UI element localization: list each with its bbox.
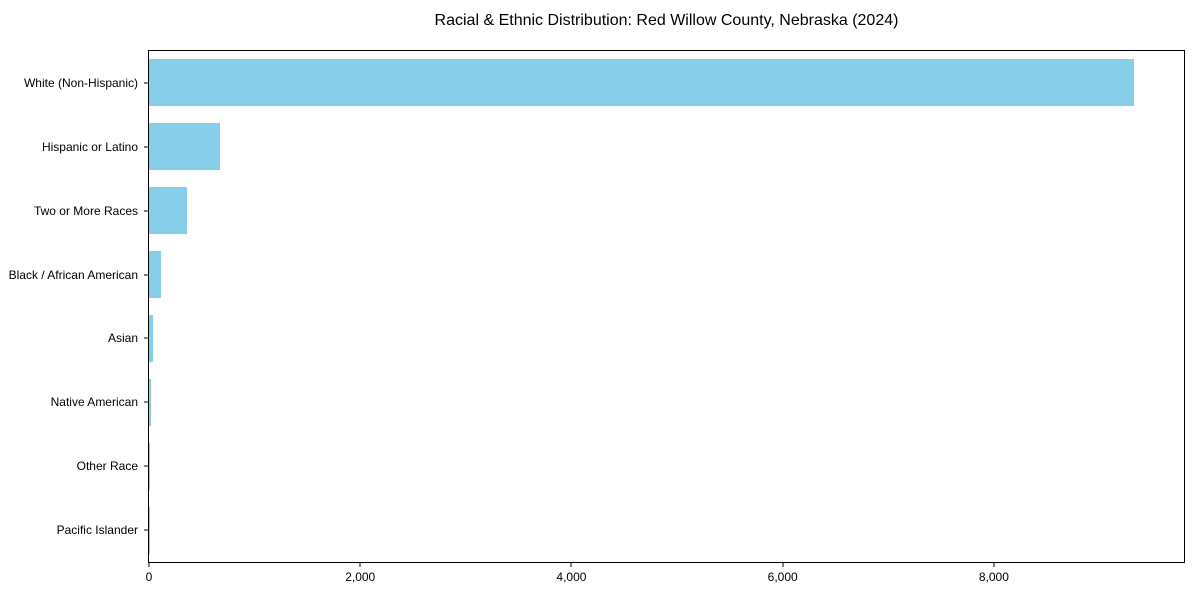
y-tick-label: Black / African American [8,267,138,282]
y-tick-mark [144,210,148,212]
y-tick-label: Hispanic or Latino [41,139,138,154]
y-tick-mark [144,146,148,148]
x-tick-mark [359,563,361,567]
x-tick-label: 2,000 [345,570,376,584]
x-tick-label: 8,000 [978,570,1009,584]
y-tick-mark [144,337,148,339]
bar [149,314,154,362]
y-tick-label: Two or More Races [33,203,138,218]
y-tick-label: Other Race [76,459,138,474]
x-tick-label: 6,000 [767,570,798,584]
y-tick-mark [144,529,148,531]
y-tick-label: White (Non-Hispanic) [23,75,138,90]
x-tick-mark [993,563,995,567]
bar [149,59,1135,107]
x-tick-mark [148,563,150,567]
bar [149,187,187,235]
y-tick-label: Pacific Islander [56,523,138,538]
chart-title: Racial & Ethnic Distribution: Red Willow… [434,12,899,29]
bar [149,251,161,299]
x-tick-mark [782,563,784,567]
x-tick-label: 4,000 [556,570,587,584]
y-tick-label: Asian [107,331,138,346]
x-tick-label: 0 [145,570,153,584]
y-tick-mark [144,274,148,276]
bar [149,378,151,426]
bar [149,123,220,171]
x-tick-mark [570,563,572,567]
bar [149,442,150,490]
plot-area: White (Non-Hispanic) Hispanic or Latino Tw… [9,50,1185,584]
y-tick-mark [144,465,148,467]
y-tick-mark [144,401,148,403]
y-tick-label: Native American [50,395,138,410]
y-tick-mark [144,82,148,84]
